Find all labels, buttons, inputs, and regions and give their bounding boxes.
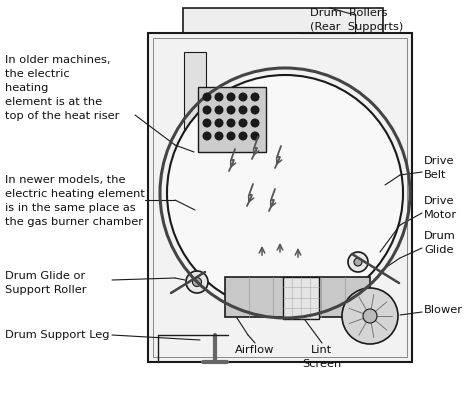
Circle shape (227, 105, 236, 115)
Circle shape (202, 105, 211, 115)
Text: Lint
Screen: Lint Screen (302, 345, 342, 369)
Circle shape (215, 105, 224, 115)
Bar (283, 277, 319, 319)
Circle shape (227, 132, 236, 141)
Bar (184, 52, 206, 237)
Circle shape (363, 309, 377, 323)
Circle shape (342, 288, 398, 344)
Bar (153, 38, 407, 357)
Circle shape (250, 92, 259, 102)
Bar (225, 277, 370, 317)
Circle shape (186, 271, 208, 293)
Circle shape (192, 278, 201, 286)
Text: Drum
Glide: Drum Glide (424, 231, 456, 255)
Circle shape (215, 92, 224, 102)
Bar (148, 33, 412, 362)
Text: Drum  Rollers
(Rear  Supports): Drum Rollers (Rear Supports) (310, 8, 403, 32)
Text: Drum Glide or
Support Roller: Drum Glide or Support Roller (5, 271, 86, 295)
Text: Airflow: Airflow (235, 345, 275, 355)
Circle shape (227, 92, 236, 102)
Circle shape (202, 118, 211, 128)
Circle shape (238, 132, 247, 141)
Text: Drum Support Leg: Drum Support Leg (5, 330, 109, 340)
Circle shape (238, 118, 247, 128)
Circle shape (250, 105, 259, 115)
Circle shape (348, 252, 368, 272)
Circle shape (354, 258, 362, 266)
Circle shape (167, 75, 403, 311)
Circle shape (227, 118, 236, 128)
Circle shape (238, 105, 247, 115)
Circle shape (215, 118, 224, 128)
Text: Drive
Motor: Drive Motor (424, 196, 457, 220)
Circle shape (202, 132, 211, 141)
Text: In newer models, the
electric heating element
is in the same place as
the gas bu: In newer models, the electric heating el… (5, 175, 145, 227)
Text: Drive
Belt: Drive Belt (424, 156, 455, 180)
Bar (198, 87, 266, 152)
Text: Blower: Blower (424, 305, 463, 315)
Circle shape (202, 92, 211, 102)
Circle shape (250, 118, 259, 128)
Circle shape (250, 132, 259, 141)
Text: In older machines,
the electric
heating
element is at the
top of the heat riser: In older machines, the electric heating … (5, 55, 119, 121)
Circle shape (238, 92, 247, 102)
Circle shape (215, 132, 224, 141)
Bar (183, 8, 383, 33)
